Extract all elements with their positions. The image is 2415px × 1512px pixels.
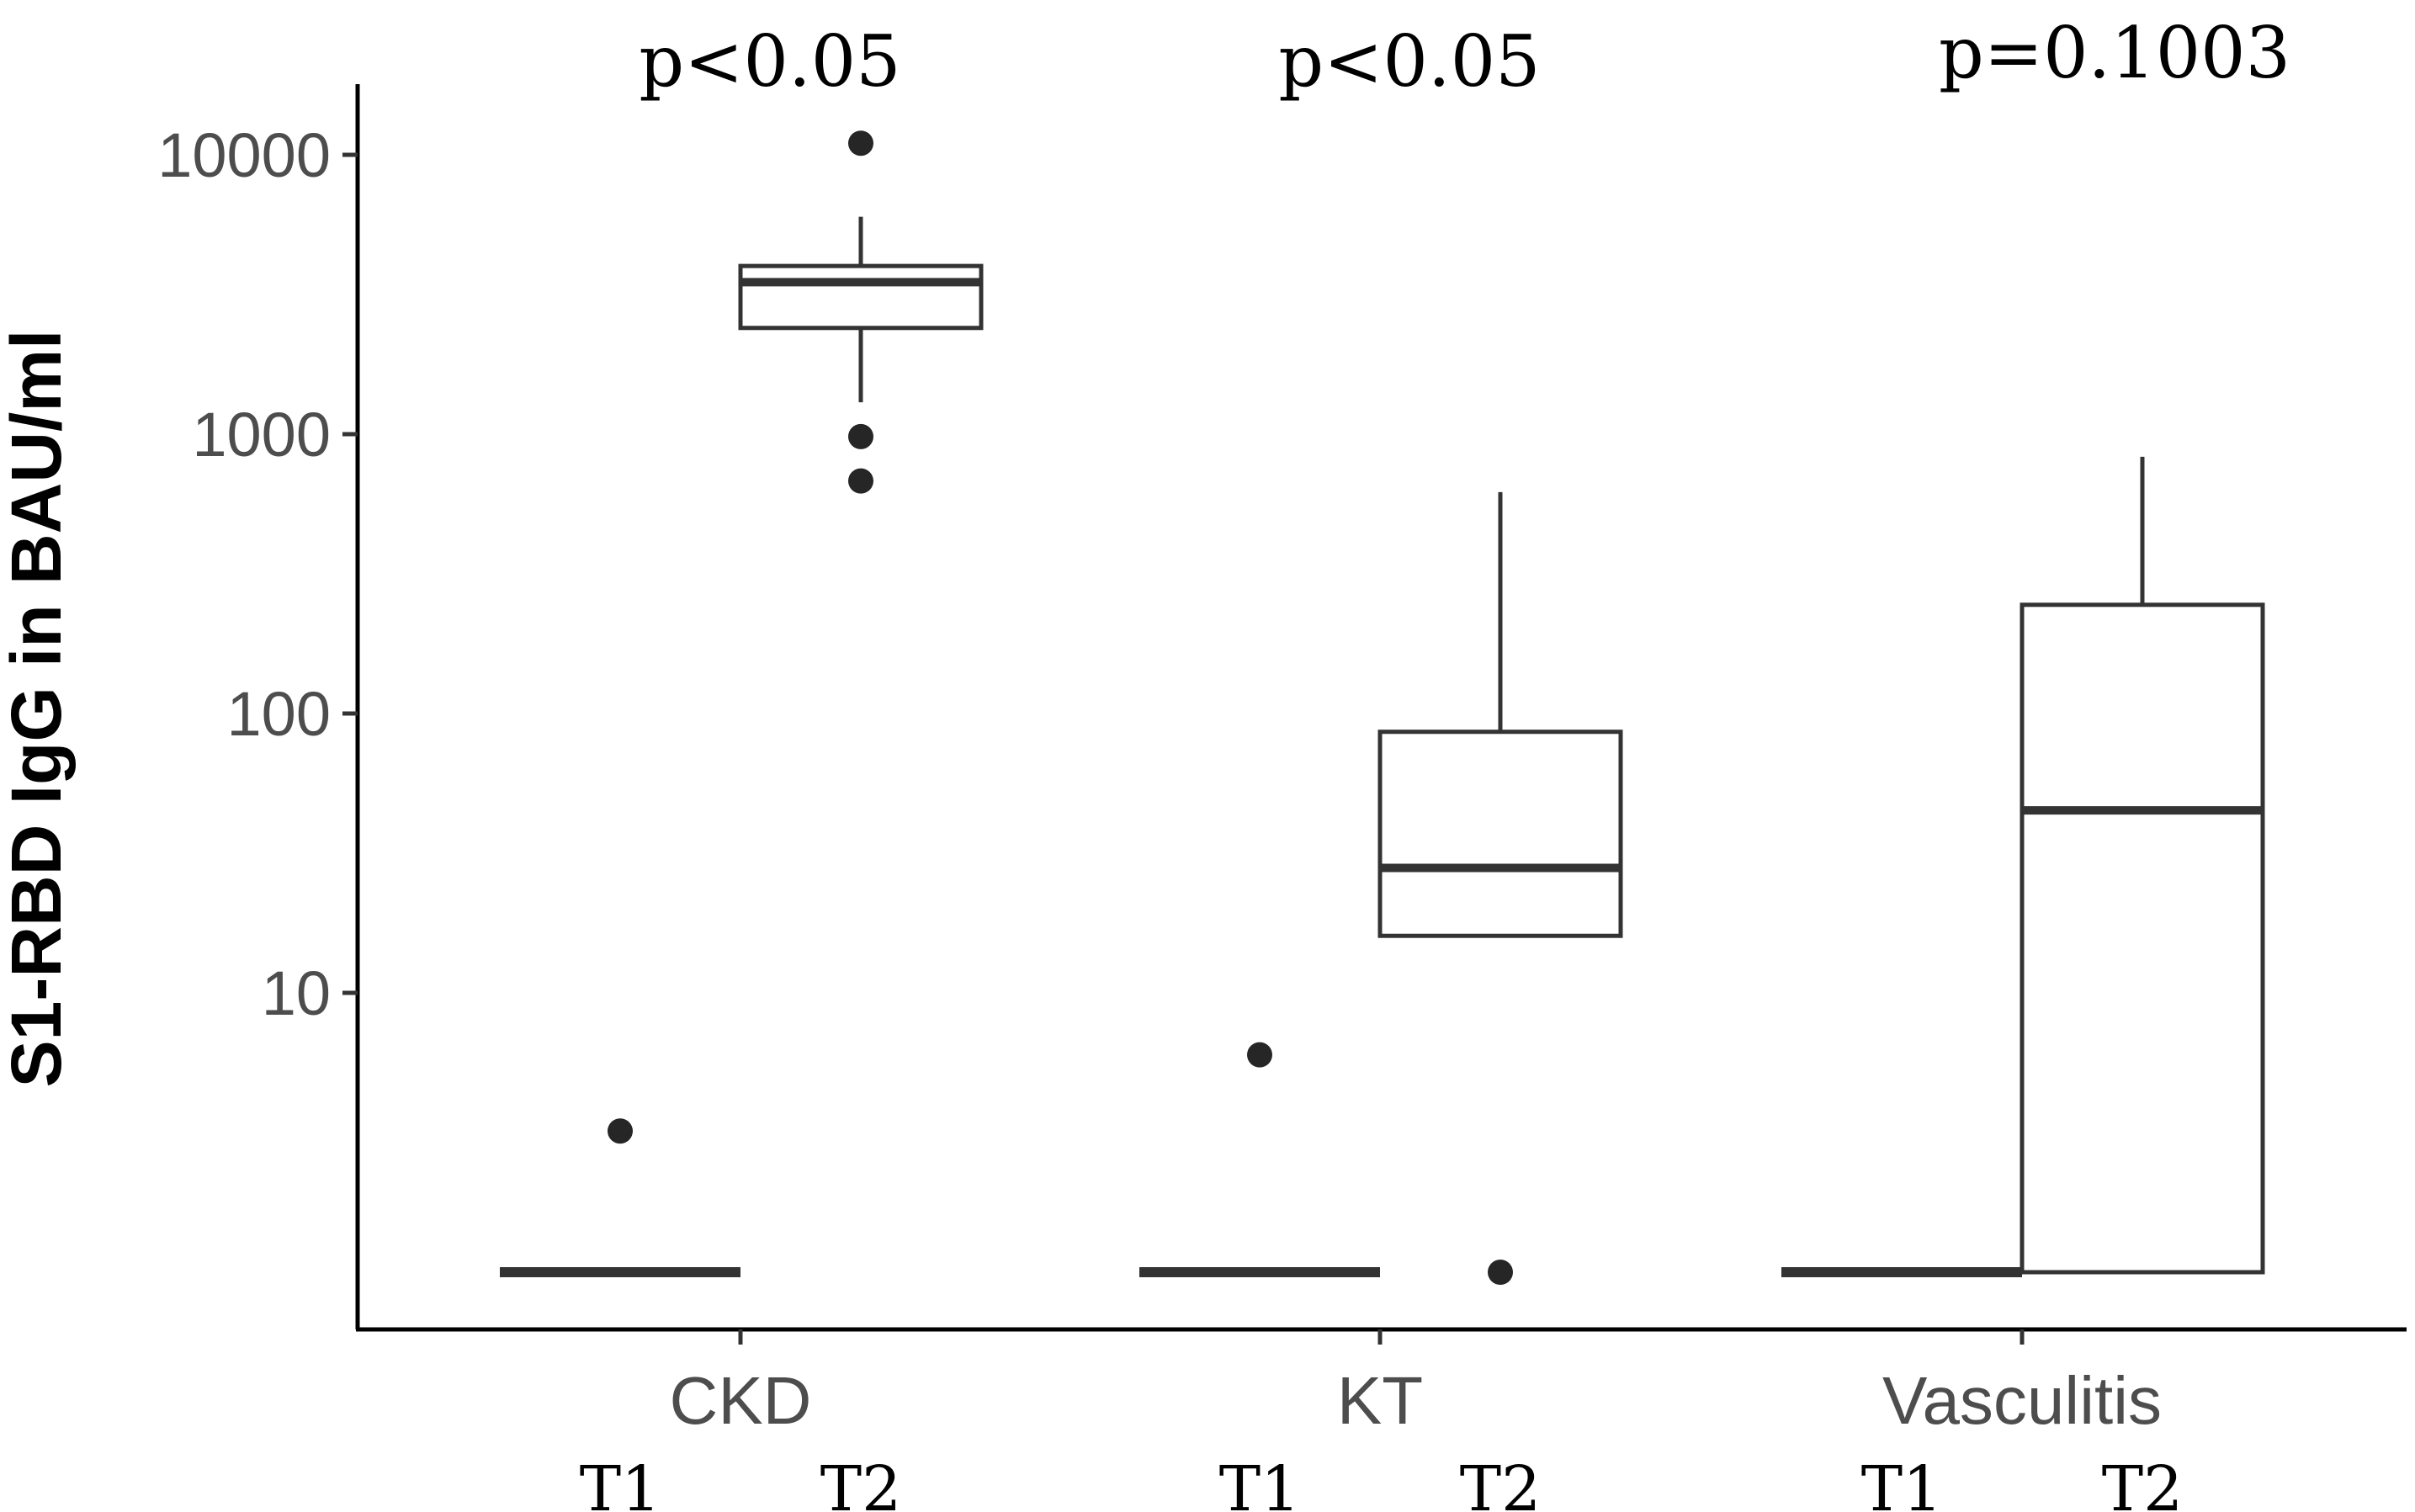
y-tick-label-10000: 10000	[157, 120, 331, 190]
box-ckd-t2	[738, 263, 984, 331]
x-tick-label-ckd: CKD	[670, 1363, 812, 1438]
y-tick-label-10: 10	[262, 958, 331, 1028]
outlier-ckd-t1-0	[608, 1118, 633, 1144]
outlier-kt-t1-0	[1247, 1042, 1272, 1068]
y-tick-label-1000: 1000	[192, 400, 331, 470]
x-tick-label-vasculitis: Vasculitis	[1882, 1363, 2162, 1438]
box-kt-t2	[1377, 729, 1623, 938]
pvalue-label-kt: p<0.05	[1278, 20, 1540, 103]
subgroup-label-ckd-t1: T1	[580, 1453, 661, 1512]
outlier-kt-t2-0	[1488, 1260, 1513, 1285]
y-tick-label-100: 100	[227, 679, 331, 749]
pvalue-label-ckd: p<0.05	[639, 20, 900, 103]
outlier-ckd-t2-2	[848, 130, 873, 157]
pvalue-label-vasculitis: p=0.1003	[1939, 12, 2290, 94]
subgroup-label-kt-t1: T1	[1219, 1453, 1300, 1512]
y-axis-title: S1-RBD IgG in BAU/ml	[0, 330, 76, 1088]
subgroup-label-vasculitis-t2: T2	[2102, 1453, 2183, 1512]
subgroup-label-ckd-t2: T2	[820, 1453, 901, 1512]
outlier-ckd-t2-0	[848, 468, 873, 494]
outlier-ckd-t2-1	[848, 423, 873, 449]
subgroup-label-kt-t2: T2	[1460, 1453, 1541, 1512]
x-tick-label-kt: KT	[1337, 1363, 1423, 1438]
subgroup-label-vasculitis-t1: T1	[1861, 1453, 1942, 1512]
box-vasculitis-t2	[2020, 602, 2265, 1275]
